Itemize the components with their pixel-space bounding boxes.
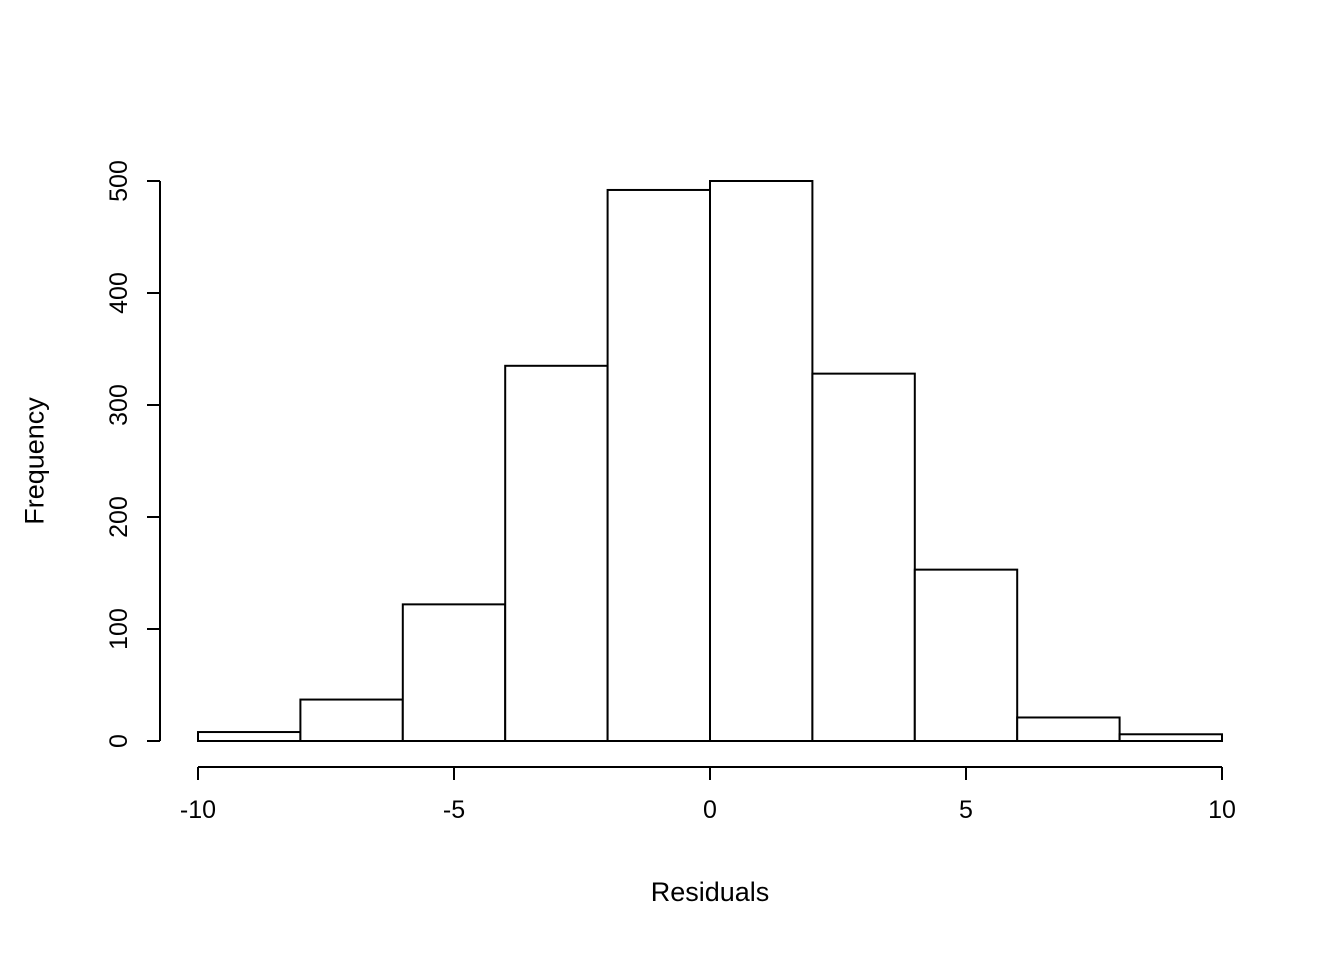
histogram-bar: [913, 568, 1019, 743]
histogram-bar: [401, 603, 507, 742]
x-axis-title: Residuals: [651, 877, 770, 907]
histogram-bar: [709, 180, 814, 742]
x-tick-label: -10: [180, 796, 216, 824]
histogram-bar: [606, 188, 711, 742]
histogram-bar: [197, 731, 302, 742]
y-tick-label: 0: [105, 734, 133, 748]
histogram-bar: [299, 698, 404, 742]
y-tick-label: 400: [105, 272, 133, 314]
histogram-bar: [811, 372, 916, 742]
x-tick-label: 5: [959, 796, 973, 824]
histogram-bar: [1016, 716, 1121, 742]
histogram-bar: [504, 364, 609, 742]
y-tick-label: 200: [105, 496, 133, 538]
y-tick-label: 500: [105, 160, 133, 202]
x-tick-label: -5: [443, 796, 465, 824]
histogram-bar: [1118, 733, 1223, 743]
x-tick-label: 0: [703, 796, 717, 824]
y-tick-label: 100: [105, 608, 133, 650]
x-tick-label: 10: [1208, 796, 1236, 824]
y-tick-label: 300: [105, 384, 133, 426]
y-axis-title: Frequency: [19, 397, 49, 525]
